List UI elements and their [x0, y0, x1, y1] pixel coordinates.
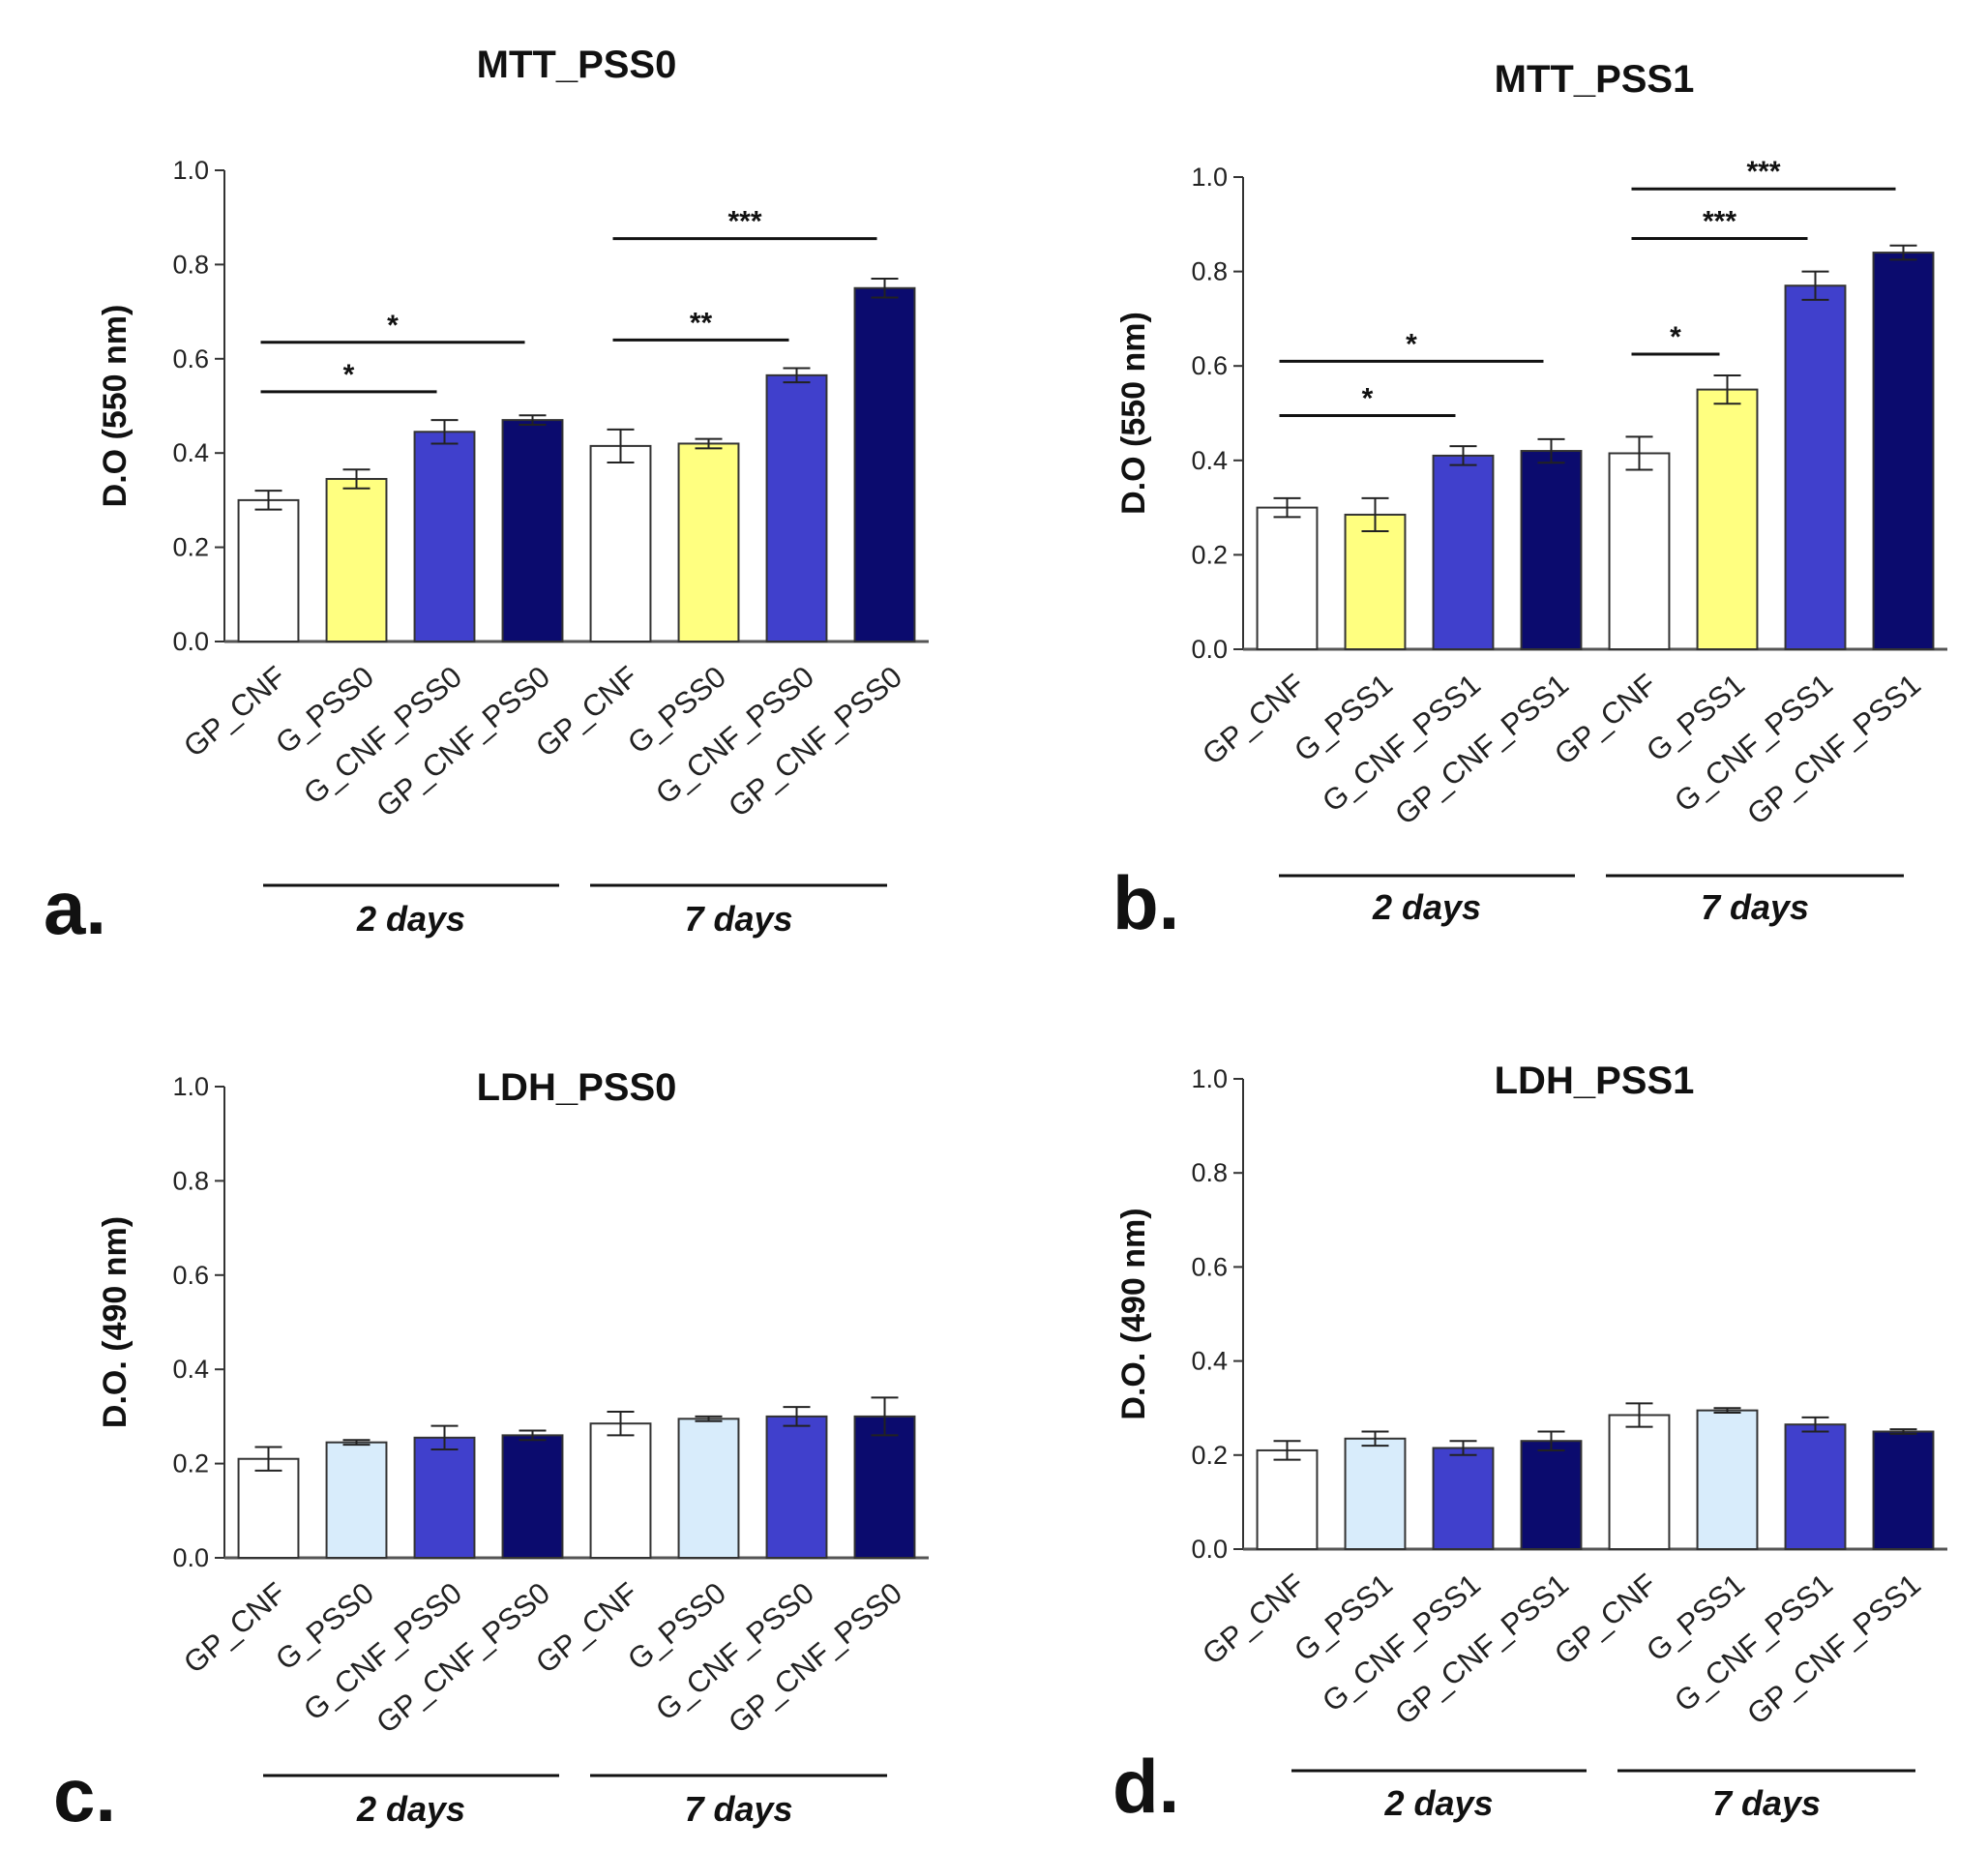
bar — [1344, 1437, 1407, 1551]
bar — [501, 419, 564, 642]
significance-label: *** — [1703, 205, 1736, 237]
y-tick-label: 0.4 — [172, 438, 209, 467]
x-tick-label: GP_CNF — [177, 660, 292, 764]
y-tick-label: 0.4 — [172, 1355, 209, 1384]
bar — [1520, 450, 1583, 651]
x-tick-label: GP_CNF — [1196, 1567, 1311, 1672]
y-tick-label: 0.0 — [1191, 1535, 1228, 1564]
chart-title: MTT_PSS1 — [1495, 58, 1695, 101]
y-tick-label: 0.8 — [1191, 257, 1228, 286]
y-tick-label: 1.0 — [172, 156, 209, 185]
bar — [1256, 1448, 1319, 1550]
significance-label: *** — [727, 206, 761, 238]
bar — [589, 444, 652, 642]
group-label: 7 days — [684, 1789, 792, 1829]
bar — [501, 1434, 564, 1560]
y-tick-label: 0.8 — [172, 1166, 209, 1195]
panel-a: MTT_PSS0 0.0 0.2 0.4 0.6 0.8 1.0 D.O (550 nm) GP… — [44, 44, 929, 950]
panel-b: MTT_PSS1 0.0 0.2 0.4 0.6 0.8 1.0 D.O (550 nm) GP… — [1113, 58, 1947, 945]
significance-label: * — [1670, 321, 1681, 353]
panel-letter: c. — [53, 1752, 116, 1837]
bar — [1608, 1414, 1671, 1550]
y-tick-label: 0.6 — [1191, 1252, 1228, 1281]
y-tick-label: 0.2 — [1191, 540, 1228, 569]
significance-label: * — [1362, 382, 1374, 414]
bar — [853, 1415, 916, 1560]
chart-title: LDH_PSS1 — [1495, 1060, 1695, 1102]
y-tick-label: 0.6 — [172, 1261, 209, 1290]
y-tick-label: 0.4 — [1191, 446, 1228, 475]
bar — [1696, 1409, 1759, 1550]
y-tick-label: 1.0 — [172, 1072, 209, 1101]
y-tick-label: 0.0 — [172, 1543, 209, 1572]
bar — [1696, 388, 1759, 650]
bar — [1608, 452, 1671, 651]
y-tick-label: 0.2 — [172, 533, 209, 562]
significance-label: * — [387, 310, 399, 342]
bar — [413, 1436, 476, 1559]
panel-d: LDH_PSS1 0.0 0.2 0.4 0.6 0.8 1.0 D.O. (490 nm) G… — [1113, 1060, 1947, 1829]
group-label: 7 days — [1712, 1783, 1821, 1823]
bar — [1344, 513, 1407, 650]
bar — [765, 373, 828, 642]
group-label: 2 days — [1383, 1783, 1493, 1823]
bar — [237, 498, 300, 643]
bar — [1520, 1440, 1583, 1550]
bar — [1784, 1423, 1847, 1550]
bar — [853, 286, 916, 642]
bar — [677, 442, 740, 642]
bar — [1432, 1447, 1495, 1551]
group-label: 2 days — [1372, 887, 1481, 927]
y-tick-label: 0.0 — [1191, 635, 1228, 664]
significance-label: * — [1406, 328, 1417, 360]
x-tick-label: GP_CNF — [177, 1576, 292, 1681]
bar — [237, 1457, 300, 1559]
y-tick-label: 0.2 — [1191, 1441, 1228, 1470]
bar — [1872, 1430, 1935, 1550]
y-tick-label: 0.2 — [172, 1449, 209, 1478]
bar — [589, 1422, 652, 1559]
y-axis-label: D.O (550 nm) — [97, 305, 134, 508]
group-label: 7 days — [1701, 887, 1809, 927]
y-axis-label: D.O (550 nm) — [1115, 312, 1152, 515]
bar — [325, 477, 388, 642]
panel-letter: b. — [1113, 860, 1179, 945]
bar — [765, 1415, 828, 1560]
x-tick-label: GP_CNF — [1196, 668, 1311, 772]
y-axis-label: D.O. (490 nm) — [1115, 1208, 1152, 1419]
y-axis-label: D.O. (490 nm) — [97, 1216, 134, 1428]
bar — [1784, 284, 1847, 650]
bar — [677, 1418, 740, 1559]
panel-letter: a. — [44, 865, 106, 950]
y-tick-label: 0.8 — [172, 250, 209, 279]
y-tick-label: 1.0 — [1191, 163, 1228, 192]
y-tick-label: 0.0 — [172, 627, 209, 656]
y-tick-label: 1.0 — [1191, 1064, 1228, 1093]
group-label: 2 days — [356, 899, 465, 939]
bar — [1256, 506, 1319, 650]
significance-label: ** — [690, 307, 713, 339]
significance-label: *** — [1746, 156, 1780, 188]
bar — [1432, 454, 1495, 651]
y-tick-label: 0.6 — [1191, 351, 1228, 380]
significance-label: * — [343, 359, 355, 391]
group-label: 7 days — [684, 899, 792, 939]
y-tick-label: 0.8 — [1191, 1158, 1228, 1187]
group-label: 2 days — [356, 1789, 465, 1829]
chart-title: LDH_PSS0 — [477, 1066, 677, 1109]
y-tick-label: 0.4 — [1191, 1347, 1228, 1376]
panel-c: LDH_PSS0 0.0 0.2 0.4 0.6 0.8 1.0 D.O. (490 nm) G… — [53, 1066, 929, 1837]
y-tick-label: 0.6 — [172, 344, 209, 373]
bar — [325, 1441, 388, 1560]
chart-title: MTT_PSS0 — [477, 44, 677, 86]
panel-letter: d. — [1113, 1744, 1179, 1829]
bar — [413, 431, 476, 642]
bar — [1872, 252, 1935, 650]
